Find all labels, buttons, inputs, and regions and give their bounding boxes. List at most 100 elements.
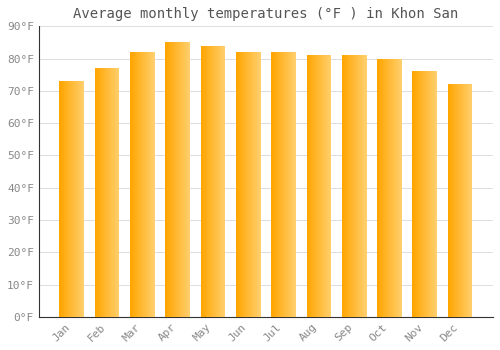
Bar (452, 84, 454, 317)
Bar (64, 81, 65, 317)
Bar (324, 55, 326, 317)
Bar (350, 55, 351, 317)
Bar (114, 68, 116, 317)
Bar (208, 46, 209, 317)
Bar (143, 52, 144, 317)
Bar (423, 71, 424, 317)
Bar (315, 55, 316, 317)
Bar (285, 52, 286, 317)
Bar (251, 52, 252, 317)
Bar (419, 71, 420, 317)
Bar (131, 52, 132, 317)
Bar (186, 42, 187, 317)
Bar (258, 52, 259, 317)
Bar (395, 58, 396, 317)
Bar (286, 52, 287, 317)
Bar (348, 55, 349, 317)
Bar (364, 55, 365, 317)
Bar (429, 71, 430, 317)
Bar (412, 71, 413, 317)
Bar (432, 71, 433, 317)
Bar (363, 55, 364, 317)
Bar (239, 52, 240, 317)
Bar (178, 42, 180, 317)
Bar (142, 52, 143, 317)
Bar (295, 52, 296, 317)
Bar (76, 81, 78, 317)
Bar (430, 71, 432, 317)
Bar (113, 68, 114, 317)
Bar (460, 84, 461, 317)
Bar (365, 55, 366, 317)
Bar (220, 46, 221, 317)
Bar (436, 71, 437, 317)
Bar (344, 55, 345, 317)
Bar (219, 46, 220, 317)
Bar (171, 42, 172, 317)
Bar (434, 71, 436, 317)
Bar (418, 71, 419, 317)
Bar (390, 58, 391, 317)
Bar (223, 46, 224, 317)
Bar (457, 84, 458, 317)
Bar (182, 42, 184, 317)
Bar (111, 68, 112, 317)
Bar (175, 42, 176, 317)
Bar (316, 55, 317, 317)
Bar (426, 71, 427, 317)
Bar (205, 46, 206, 317)
Bar (291, 52, 292, 317)
Bar (135, 52, 136, 317)
Bar (100, 68, 102, 317)
Bar (259, 52, 260, 317)
Bar (450, 84, 451, 317)
Bar (287, 52, 288, 317)
Bar (72, 81, 74, 317)
Bar (67, 81, 68, 317)
Bar (398, 58, 400, 317)
Bar (377, 58, 378, 317)
Bar (188, 42, 189, 317)
Bar (294, 52, 295, 317)
Bar (246, 52, 248, 317)
Bar (70, 81, 71, 317)
Bar (354, 55, 355, 317)
Bar (107, 68, 108, 317)
Bar (154, 52, 155, 317)
Bar (284, 52, 285, 317)
Bar (213, 46, 214, 317)
Bar (455, 84, 456, 317)
Bar (189, 42, 190, 317)
Bar (149, 52, 150, 317)
Bar (248, 52, 249, 317)
Bar (256, 52, 258, 317)
Bar (459, 84, 460, 317)
Bar (61, 81, 62, 317)
Bar (326, 55, 327, 317)
Bar (108, 68, 110, 317)
Bar (466, 84, 468, 317)
Bar (352, 55, 354, 317)
Bar (380, 58, 381, 317)
Bar (65, 81, 66, 317)
Bar (323, 55, 324, 317)
Bar (146, 52, 148, 317)
Bar (176, 42, 177, 317)
Bar (310, 55, 312, 317)
Bar (415, 71, 416, 317)
Bar (388, 58, 390, 317)
Bar (288, 52, 290, 317)
Bar (117, 68, 118, 317)
Bar (420, 71, 422, 317)
Bar (209, 46, 210, 317)
Bar (170, 42, 171, 317)
Bar (152, 52, 153, 317)
Bar (384, 58, 386, 317)
Bar (290, 52, 291, 317)
Bar (254, 52, 255, 317)
Bar (349, 55, 350, 317)
Bar (454, 84, 455, 317)
Bar (118, 68, 120, 317)
Bar (320, 55, 322, 317)
Bar (206, 46, 207, 317)
